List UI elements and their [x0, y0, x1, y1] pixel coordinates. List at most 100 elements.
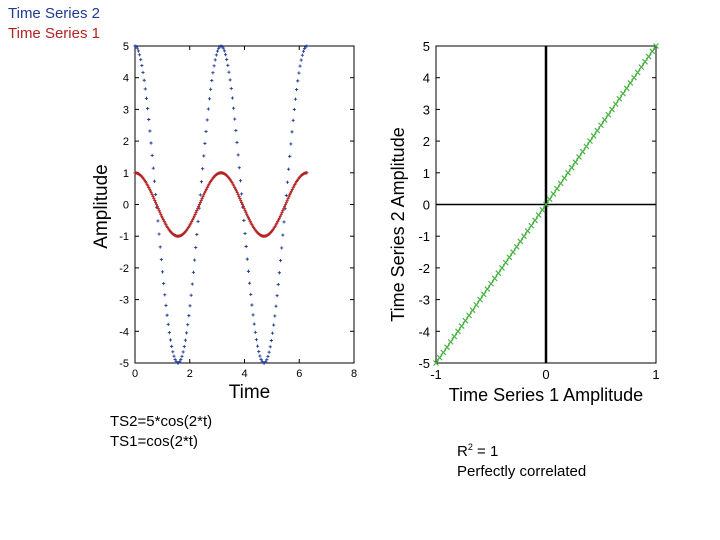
- data-point: [193, 212, 197, 216]
- legend-item-time-series-1: Time Series 1: [8, 25, 100, 42]
- data-point: [164, 303, 168, 307]
- data-point: [237, 194, 241, 199]
- data-point: [653, 43, 659, 49]
- data-point: [267, 350, 271, 354]
- y-tick-label: 5: [123, 41, 129, 53]
- data-point: [281, 209, 285, 213]
- data-point: [183, 338, 188, 342]
- data-point: [568, 164, 575, 171]
- data-point: [147, 185, 151, 190]
- data-point: [225, 57, 229, 62]
- y-tick-label: -5: [418, 356, 430, 371]
- data-point: [583, 143, 590, 150]
- data-point: [278, 258, 283, 263]
- x-tick-label: 0: [132, 368, 138, 380]
- data-point: [190, 282, 194, 286]
- data-point: [202, 154, 206, 158]
- data-point: [594, 127, 601, 134]
- data-point: [272, 323, 276, 327]
- y-tick-label: 2: [123, 136, 129, 148]
- series-correlation-points: [433, 43, 659, 366]
- data-point: [150, 193, 154, 197]
- data-point: [517, 238, 524, 245]
- data-point: [210, 78, 214, 83]
- data-point: [198, 200, 202, 205]
- data-point: [233, 117, 237, 121]
- data-point: [579, 148, 586, 155]
- data-point: [276, 220, 280, 224]
- data-point: [228, 78, 232, 82]
- data-point: [254, 338, 259, 342]
- data-point: [280, 246, 284, 250]
- data-point: [293, 97, 298, 101]
- y-tick-label: 0: [123, 200, 129, 212]
- data-point: [550, 191, 557, 197]
- data-point: [201, 195, 205, 199]
- data-point: [444, 344, 450, 351]
- y-axis-label: Time Series 2 Amplitude: [388, 127, 408, 321]
- data-point: [284, 201, 288, 205]
- data-point: [280, 210, 284, 215]
- data-point: [203, 191, 207, 195]
- data-point: [245, 257, 249, 261]
- data-point: [576, 154, 582, 160]
- data-point: [167, 331, 171, 335]
- data-point: [214, 53, 218, 57]
- data-point: [184, 331, 189, 335]
- data-point: [148, 187, 152, 191]
- data-point: [513, 243, 520, 250]
- data-point: [288, 191, 293, 195]
- data-point: [204, 129, 208, 134]
- data-point: [162, 219, 166, 224]
- data-point: [601, 117, 608, 123]
- data-point: [168, 338, 173, 342]
- data-point: [192, 258, 197, 262]
- data-point: [157, 208, 161, 213]
- data-point: [235, 191, 239, 195]
- data-point: [502, 259, 509, 266]
- y-tick-label: 1: [423, 166, 430, 181]
- data-point: [288, 193, 292, 197]
- data-point: [289, 189, 294, 193]
- data-point: [188, 304, 192, 308]
- data-point: [466, 312, 472, 319]
- data-point: [292, 107, 296, 112]
- data-point: [244, 244, 248, 249]
- data-point: [287, 195, 291, 199]
- data-point: [149, 141, 153, 145]
- correlation-text: Perfectly correlated: [457, 463, 587, 480]
- data-point: [499, 264, 505, 271]
- y-tick-label: 3: [123, 104, 129, 116]
- data-point: [252, 322, 256, 326]
- data-point: [209, 87, 213, 91]
- plot-area: [134, 45, 355, 364]
- data-point: [173, 357, 177, 362]
- data-point: [220, 44, 224, 49]
- data-point: [212, 64, 216, 68]
- y-tick-label: -3: [418, 293, 430, 308]
- data-point: [649, 48, 656, 55]
- data-point: [154, 200, 158, 205]
- data-point: [590, 132, 597, 139]
- data-point: [151, 166, 155, 170]
- data-point: [274, 304, 278, 308]
- data-point: [158, 210, 162, 214]
- data-point: [201, 167, 205, 171]
- data-point: [234, 189, 239, 193]
- data-point: [539, 206, 546, 213]
- data-point: [240, 202, 245, 206]
- data-point: [239, 192, 244, 196]
- data-point: [152, 196, 156, 201]
- formula-ts2: TS2=5*cos(2*t): [110, 413, 213, 430]
- time-series-chart: -5 -4 -3 -2 -1 0 1 2 3 4 5 0 2 4 6 8 Time Amplitude: [91, 41, 357, 403]
- y-tick-label: 2: [423, 134, 430, 149]
- data-point: [543, 201, 549, 208]
- data-point: [510, 249, 516, 255]
- data-point: [239, 200, 244, 204]
- data-point: [245, 212, 249, 216]
- data-point: [191, 270, 196, 274]
- data-point: [296, 79, 300, 83]
- data-point: [289, 142, 293, 146]
- data-point: [162, 282, 166, 286]
- data-point: [157, 232, 161, 236]
